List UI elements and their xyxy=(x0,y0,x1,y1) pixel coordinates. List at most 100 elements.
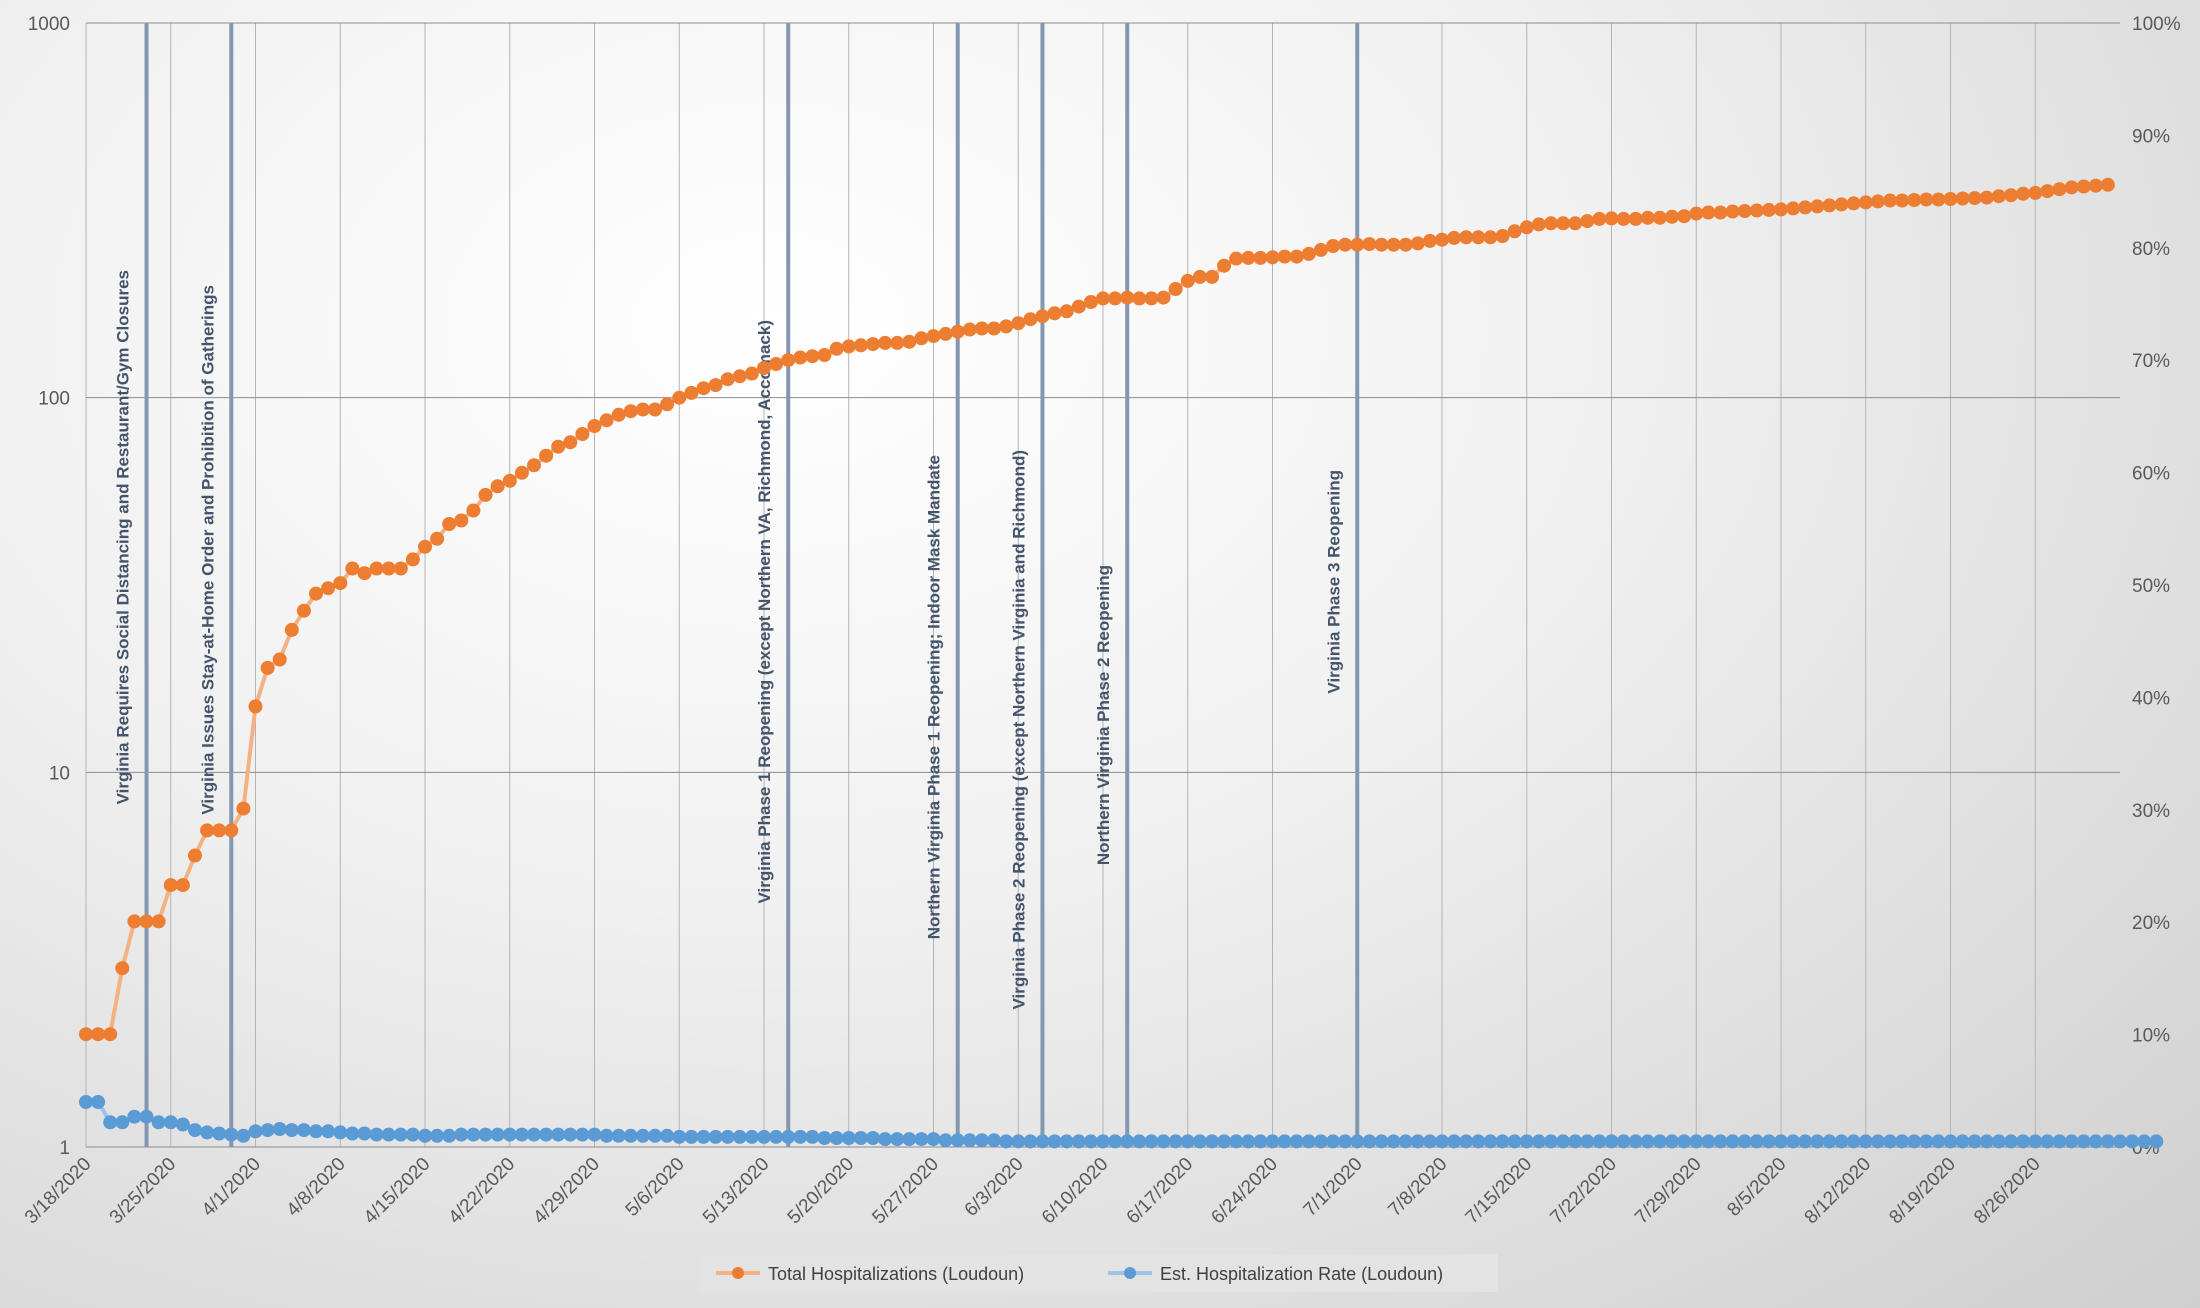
data-point xyxy=(648,402,662,417)
data-point xyxy=(1410,1134,1425,1149)
data-point xyxy=(2028,1134,2043,1149)
event-label: Virginia Phase 3 Reopening xyxy=(1324,470,1343,694)
data-point xyxy=(1241,250,1256,265)
data-point xyxy=(188,848,202,863)
data-point xyxy=(1192,269,1207,284)
data-point xyxy=(115,1115,130,1130)
data-point xyxy=(1979,1134,1994,1149)
data-point xyxy=(1834,1134,1849,1149)
data-point xyxy=(563,1127,578,1142)
data-point xyxy=(1689,206,1704,221)
data-point xyxy=(345,561,360,576)
y-right-tick-label: 10% xyxy=(2132,1026,2170,1047)
data-point xyxy=(902,1132,917,1147)
data-point xyxy=(260,660,275,675)
data-point xyxy=(563,435,578,450)
x-tick-label: 6/24/2020 xyxy=(1207,1154,1282,1229)
x-tick-label: 4/15/2020 xyxy=(360,1154,435,1229)
data-point xyxy=(757,361,771,375)
data-point xyxy=(781,353,796,368)
data-point xyxy=(1883,193,1897,208)
data-point xyxy=(1967,1134,1982,1149)
x-tick-label: 5/6/2020 xyxy=(622,1154,689,1221)
data-point xyxy=(660,1128,675,1143)
y-left-tick-label: 10 xyxy=(49,763,70,784)
data-point xyxy=(1180,1134,1195,1149)
data-point xyxy=(635,1128,650,1143)
data-point xyxy=(333,1125,348,1140)
data-point xyxy=(381,1127,396,1142)
data-point xyxy=(1156,290,1171,305)
legend-swatch-marker xyxy=(1124,1267,1136,1279)
data-point xyxy=(248,1124,263,1139)
data-point xyxy=(2088,178,2103,193)
data-point xyxy=(732,369,747,384)
data-point xyxy=(1749,203,1764,218)
data-point xyxy=(1217,1134,1232,1149)
event-label: Virginia Phase 1 Reopening (except North… xyxy=(755,320,774,904)
data-point xyxy=(1568,216,1583,231)
data-point xyxy=(696,381,711,396)
x-tick-label: 7/15/2020 xyxy=(1462,1154,1537,1229)
data-point xyxy=(1108,291,1123,306)
data-point xyxy=(127,1109,142,1124)
data-point xyxy=(1301,1134,1316,1149)
data-point xyxy=(551,1127,566,1142)
data-point xyxy=(587,419,602,433)
data-point xyxy=(926,329,941,344)
data-point xyxy=(1846,1134,1861,1149)
data-point xyxy=(1047,1134,1062,1149)
data-point xyxy=(1192,1134,1207,1149)
legend: Total Hospitalizations (Loudoun) Est. Hos… xyxy=(700,1254,1498,1292)
data-point xyxy=(793,1129,808,1144)
y-right-tick-label: 20% xyxy=(2132,913,2170,934)
data-point xyxy=(1665,1134,1679,1149)
data-point xyxy=(466,1127,481,1142)
data-point xyxy=(999,319,1014,334)
data-point xyxy=(478,1127,493,1142)
data-point xyxy=(1544,216,1558,231)
data-point xyxy=(1652,210,1667,225)
data-point xyxy=(2076,1134,2091,1149)
data-point xyxy=(103,1115,118,1130)
data-point xyxy=(200,1125,215,1140)
data-point xyxy=(2064,180,2079,195)
data-point xyxy=(442,517,457,531)
legend-label: Est. Hospitalization Rate (Loudoun) xyxy=(1160,1264,1443,1284)
x-tick-label: 4/22/2020 xyxy=(445,1154,520,1229)
data-point xyxy=(1265,1134,1280,1149)
data-point xyxy=(1725,1134,1740,1149)
data-point xyxy=(139,1109,154,1124)
data-point xyxy=(575,427,590,441)
data-point xyxy=(248,699,263,714)
legend-box xyxy=(700,1254,1498,1292)
data-point xyxy=(2113,1134,2127,1149)
data-point xyxy=(539,1127,554,1142)
data-point xyxy=(1979,190,1994,205)
data-point xyxy=(527,458,541,473)
data-point xyxy=(1301,246,1316,261)
data-point xyxy=(890,1132,905,1147)
data-point xyxy=(2076,179,2091,194)
data-point xyxy=(369,561,384,576)
data-point xyxy=(744,366,759,381)
data-point xyxy=(1604,211,1619,226)
data-point xyxy=(1144,1134,1159,1149)
data-point xyxy=(841,1131,856,1145)
data-point xyxy=(1883,1134,1897,1149)
data-point xyxy=(188,1123,202,1138)
data-point xyxy=(1858,195,1873,210)
data-point xyxy=(2100,177,2115,192)
data-point xyxy=(1132,291,1147,306)
x-tick-label: 7/22/2020 xyxy=(1546,1154,1621,1229)
data-point xyxy=(1749,1134,1764,1149)
data-point xyxy=(527,1127,541,1142)
x-tick-label: 3/18/2020 xyxy=(21,1154,96,1229)
data-point xyxy=(1640,210,1655,225)
data-point xyxy=(2100,1134,2115,1149)
data-point xyxy=(321,581,336,596)
data-point xyxy=(878,1132,893,1147)
data-point xyxy=(1628,1134,1643,1149)
data-point xyxy=(418,1128,432,1143)
